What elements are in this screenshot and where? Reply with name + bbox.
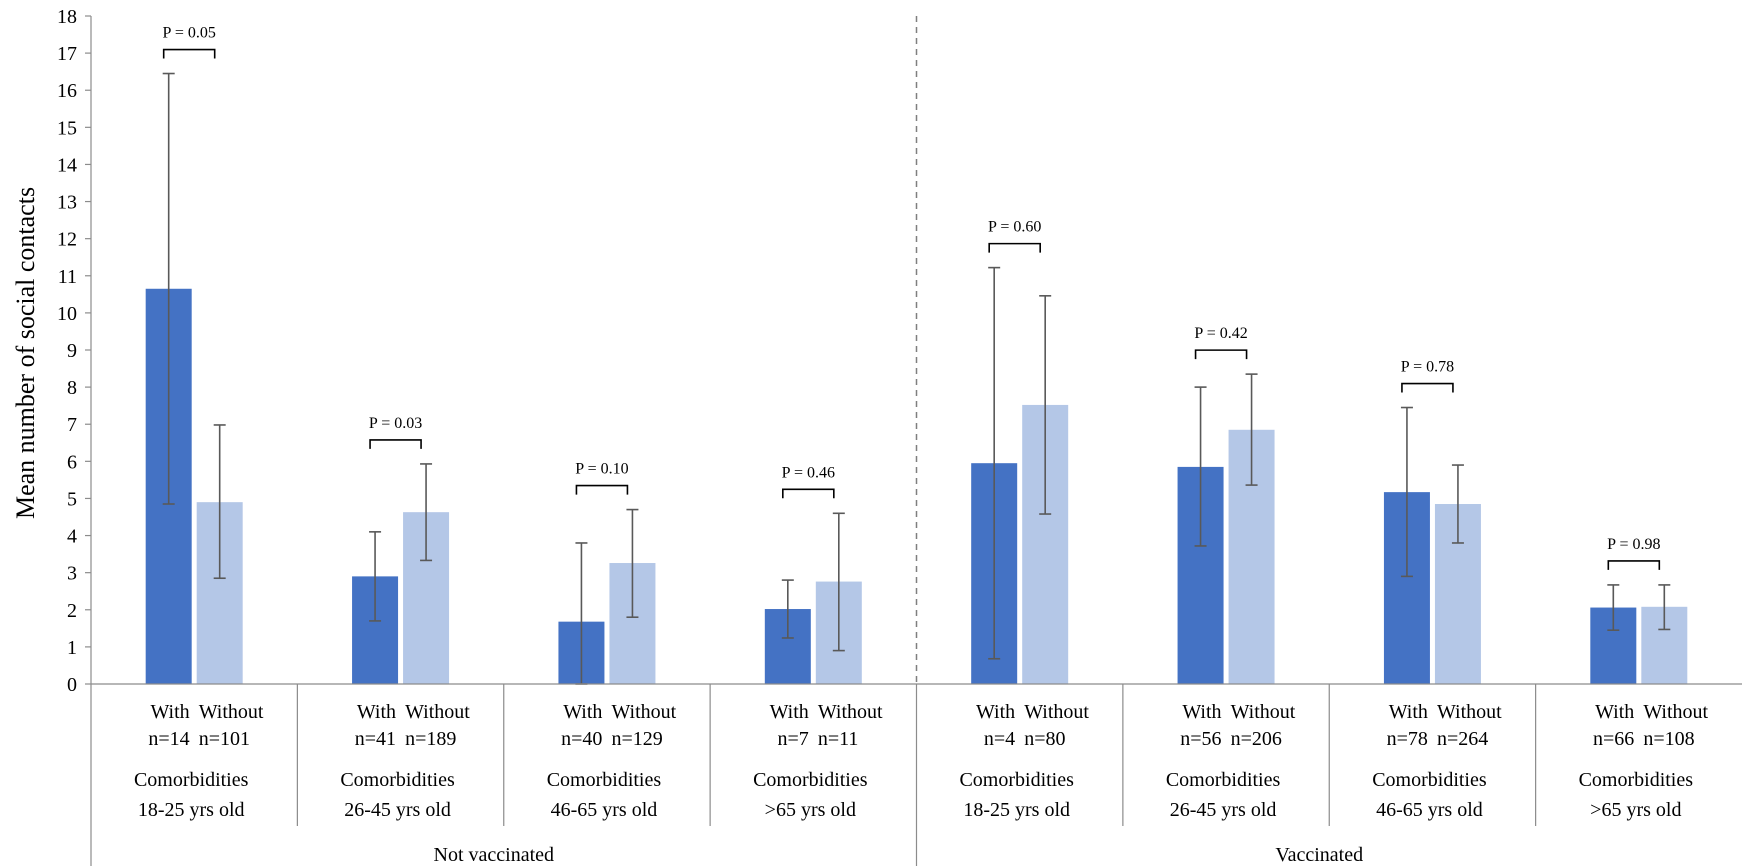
n-without-label: n=108 — [1643, 728, 1694, 750]
n-with-label: n=41 — [355, 728, 396, 750]
p-value-label: P = 0.60 — [988, 219, 1041, 236]
bar-label-with: With — [770, 701, 809, 723]
y-tick-label: 4 — [67, 526, 77, 548]
category-label-line2: 46-65 yrs old — [551, 799, 658, 821]
y-tick-label: 8 — [67, 377, 77, 399]
bar-label-without: Without — [1643, 701, 1708, 723]
bar-label-without: Without — [611, 701, 676, 723]
y-tick-label: 12 — [57, 229, 77, 251]
y-tick-label: 7 — [67, 414, 77, 436]
bar-label-with: With — [150, 701, 189, 723]
y-tick-label: 1 — [67, 637, 77, 659]
y-tick-label: 13 — [57, 192, 77, 214]
category-label-line2: >65 yrs old — [1590, 799, 1681, 821]
y-tick-label: 3 — [67, 563, 77, 585]
bar-label-with: With — [563, 701, 602, 723]
category-label-line1: Comorbidities — [1579, 769, 1694, 791]
n-with-label: n=14 — [148, 728, 189, 750]
significance-bracket — [782, 488, 835, 499]
category-label-line1: Comorbidities — [1166, 769, 1281, 791]
n-without-label: n=206 — [1231, 728, 1282, 750]
category-label-line1: Comorbidities — [134, 769, 249, 791]
category-label-line1: Comorbidities — [1372, 769, 1487, 791]
bar-label-without: Without — [818, 701, 883, 723]
bar-label-with: With — [1182, 701, 1221, 723]
bar-label-with: With — [357, 701, 396, 723]
y-tick-label: 5 — [67, 488, 77, 510]
n-with-label: n=7 — [778, 728, 809, 750]
n-with-label: n=78 — [1387, 728, 1428, 750]
group-label: Vaccinated — [1275, 844, 1363, 866]
y-tick-label: 17 — [57, 43, 77, 65]
y-tick-label: 2 — [67, 600, 77, 622]
n-with-label: n=56 — [1180, 728, 1221, 750]
bar-label-with: With — [976, 701, 1015, 723]
y-tick-label: 10 — [57, 303, 77, 325]
p-value-label: P = 0.78 — [1401, 359, 1454, 376]
n-without-label: n=80 — [1024, 728, 1065, 750]
category-label-line2: 18-25 yrs old — [963, 799, 1070, 821]
p-value-label: P = 0.03 — [369, 415, 422, 432]
y-tick-label: 0 — [67, 674, 77, 696]
y-tick-label: 18 — [57, 6, 77, 28]
y-tick-label: 16 — [57, 80, 77, 102]
category-label-line1: Comorbidities — [340, 769, 455, 791]
n-without-label: n=101 — [199, 728, 250, 750]
n-without-label: n=129 — [611, 728, 662, 750]
bar-label-without: Without — [1231, 701, 1296, 723]
bar-label-without: Without — [199, 701, 264, 723]
n-without-label: n=264 — [1437, 728, 1488, 750]
significance-bracket — [575, 484, 629, 495]
p-value-label: P = 0.42 — [1194, 325, 1247, 342]
bar-label-without: Without — [1024, 701, 1089, 723]
bar-label-without: Without — [1437, 701, 1502, 723]
y-tick-label: 9 — [67, 340, 77, 362]
p-value-label: P = 0.98 — [1607, 536, 1660, 553]
y-tick-label: 14 — [57, 154, 77, 176]
category-label-line2: 18-25 yrs old — [138, 799, 245, 821]
n-with-label: n=66 — [1593, 728, 1634, 750]
significance-bracket — [988, 242, 1041, 253]
n-without-label: n=11 — [818, 728, 859, 750]
category-label-line1: Comorbidities — [959, 769, 1074, 791]
n-with-label: n=40 — [561, 728, 602, 750]
p-value-label: P = 0.10 — [575, 461, 628, 478]
y-tick-label: 11 — [58, 266, 77, 288]
category-label-line1: Comorbidities — [753, 769, 868, 791]
significance-bracket — [162, 48, 216, 59]
p-value-label: P = 0.46 — [782, 464, 835, 481]
group-label: Not vaccinated — [434, 844, 555, 866]
category-label-line2: 26-45 yrs old — [344, 799, 451, 821]
bar-label-without: Without — [405, 701, 470, 723]
significance-bracket — [1607, 560, 1661, 570]
significance-bracket — [1401, 382, 1454, 393]
category-label-line1: Comorbidities — [547, 769, 662, 791]
y-tick-label: 6 — [67, 451, 77, 473]
p-value-label: P = 0.05 — [163, 25, 216, 42]
n-with-label: n=4 — [984, 728, 1015, 750]
significance-bracket — [1194, 349, 1248, 360]
n-without-label: n=189 — [405, 728, 456, 750]
category-label-line2: >65 yrs old — [765, 799, 856, 821]
significance-bracket — [369, 439, 422, 449]
y-tick-label: 15 — [57, 117, 77, 139]
category-label-line2: 26-45 yrs old — [1170, 799, 1277, 821]
bar-label-with: With — [1595, 701, 1634, 723]
bar-label-with: With — [1389, 701, 1428, 723]
category-label-line2: 46-65 yrs old — [1376, 799, 1483, 821]
y-axis-label: Mean number of social contacts — [11, 187, 40, 519]
